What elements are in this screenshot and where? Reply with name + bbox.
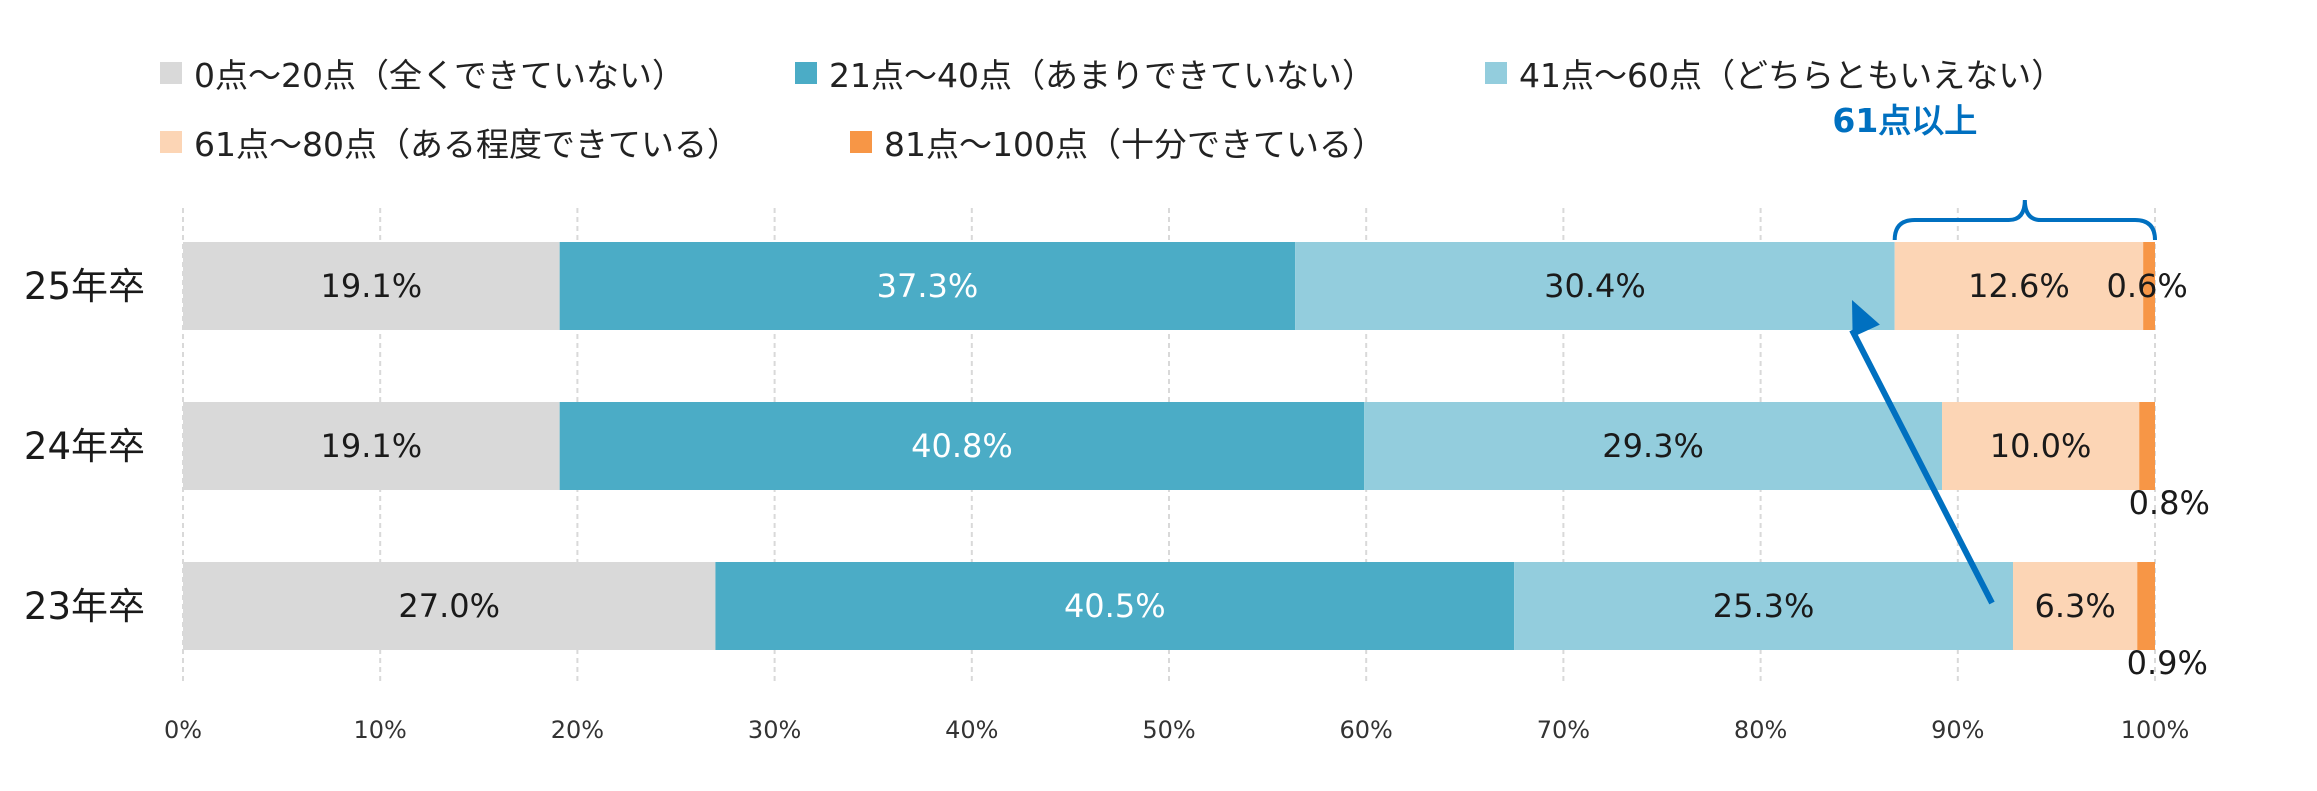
data-label: 29.3% <box>1602 427 1704 465</box>
data-label: 6.3% <box>2034 587 2115 625</box>
data-label: 19.1% <box>320 427 422 465</box>
data-label: 40.5% <box>1064 587 1166 625</box>
bar-segment <box>1894 242 2144 330</box>
x-tick-label: 40% <box>945 716 998 744</box>
data-label: 25.3% <box>1713 587 1815 625</box>
data-label: 27.0% <box>398 587 500 625</box>
bar-segment <box>1942 402 2140 490</box>
bar-segment <box>2143 242 2155 330</box>
x-tick-label: 50% <box>1142 716 1195 744</box>
legend-item-81-100: 81点～100点（十分できている） <box>849 118 1385 166</box>
data-label: 19.1% <box>320 267 422 305</box>
x-tick-label: 80% <box>1734 716 1787 744</box>
bar-segment <box>2139 402 2155 490</box>
legend-label-0-20: 0点～20点（全くできていない） <box>194 56 685 95</box>
x-tick-label: 60% <box>1340 716 1393 744</box>
x-tick-label: 70% <box>1537 716 1590 744</box>
data-label: 12.6% <box>1968 267 2070 305</box>
x-tick-label: 90% <box>1931 716 1984 744</box>
bar-segment <box>559 242 1296 330</box>
legend-label-61-80: 61点～80点（ある程度できている） <box>194 125 740 164</box>
legend-row-1: 0点～20点（全くできていない） 21点～40点（あまりできていない） 41点～… <box>160 48 2174 98</box>
annotation-brace <box>1892 199 2157 241</box>
x-tick-label: 100% <box>2121 716 2190 744</box>
annotation-arrow-head <box>1852 300 1880 338</box>
x-tick-label: 30% <box>748 716 801 744</box>
category-label: 25年卒 <box>24 265 145 308</box>
category-labels: 25年卒 24年卒 23年卒 <box>24 265 145 628</box>
legend-swatch-0-20 <box>160 62 182 84</box>
bar-segment <box>2013 562 2138 650</box>
legend-item-41-60: 41点～60点（どちらともいえない） <box>1484 49 2065 97</box>
legend-swatch-41-60 <box>1484 62 1507 84</box>
bar-segment <box>2137 562 2155 650</box>
bar-segment <box>183 562 716 650</box>
legend-item-21-40: 21点～40点（あまりできていない） <box>795 49 1375 97</box>
data-label: 10.0% <box>1990 427 2092 465</box>
category-label: 24年卒 <box>24 425 145 468</box>
bars: 19.1% 37.3% 30.4% 12.6% 0.6% 19.1% 40.8% 29.3% 1… <box>183 242 2210 682</box>
data-label: 0.8% <box>2129 484 2210 522</box>
x-tick-label: 10% <box>354 716 407 744</box>
bar-segment <box>183 242 560 330</box>
annotation-arrow <box>1849 328 1995 605</box>
x-tick-label: 20% <box>551 716 604 744</box>
data-label: 40.8% <box>911 427 1013 465</box>
legend-row-2: 61点～80点（ある程度できている） 81点～100点（十分できている） <box>160 117 1495 167</box>
legend-label-81-100: 81点～100点（十分できている） <box>883 125 1385 164</box>
data-label: 30.4% <box>1544 267 1646 305</box>
legend-swatch-21-40 <box>795 62 817 84</box>
x-tick-labels: 0% 10% 20% 30% 40% 50% 60% 70% 80% 90% 100% <box>164 716 2189 744</box>
legend-swatch-61-80 <box>160 131 182 153</box>
bar-segment <box>1295 242 1895 330</box>
x-tick-label: 0% <box>164 716 202 744</box>
bar-segment <box>183 402 560 490</box>
data-label: 37.3% <box>877 267 979 305</box>
annotation: 61点以上 <box>1832 101 2157 605</box>
legend-item-0-20: 0点～20点（全くできていない） <box>160 49 685 97</box>
bar-segment <box>1364 402 1943 490</box>
bar-segment <box>1514 562 2014 650</box>
category-label: 23年卒 <box>24 585 145 628</box>
legend-label-21-40: 21点～40点（あまりできていない） <box>829 56 1375 95</box>
data-label: 0.9% <box>2127 644 2208 682</box>
bar-segment <box>559 402 1365 490</box>
legend-swatch-81-100 <box>849 131 872 153</box>
annotation-label: 61点以上 <box>1832 101 1977 140</box>
legend-item-61-80: 61点～80点（ある程度できている） <box>160 118 740 166</box>
data-label: 0.6% <box>2107 267 2188 305</box>
bar-segment <box>715 562 1515 650</box>
legend-label-41-60: 41点～60点（どちらともいえない） <box>1518 56 2065 95</box>
